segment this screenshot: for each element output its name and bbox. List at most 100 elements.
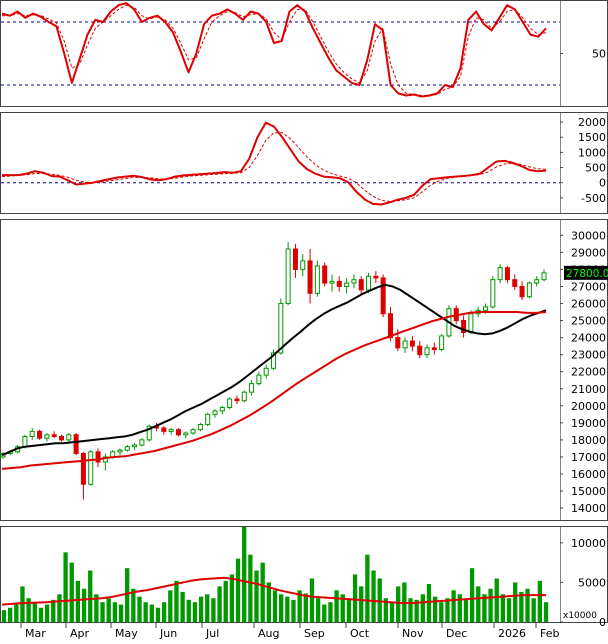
volume-bar [469, 568, 475, 622]
series-line-price-0 [1, 283, 547, 457]
volume-bar [506, 598, 512, 622]
candle-body [29, 430, 35, 437]
volume-bar [494, 578, 499, 622]
candle-body [175, 429, 181, 436]
volume-bar [32, 602, 37, 622]
volume-bar [1, 610, 7, 622]
candle-body [431, 347, 437, 351]
y-tick-label: 19000 [571, 417, 606, 430]
y-tick-label: 15000 [571, 485, 606, 498]
volume-bar [500, 594, 506, 622]
candle-body [322, 265, 328, 284]
candle-body [249, 383, 255, 393]
candle-body [541, 272, 547, 281]
volume-bar [198, 596, 204, 622]
x-tick-label: Nov [402, 627, 424, 640]
candle-body [373, 275, 379, 279]
last-price-box [564, 265, 608, 280]
candle-body [44, 434, 50, 439]
candle-body [102, 456, 108, 463]
volume-bar [100, 602, 105, 622]
candle-body [329, 280, 335, 284]
volume-bar [513, 582, 518, 622]
volume-bar [291, 599, 296, 622]
volume-bar [525, 588, 530, 622]
volume-bar [488, 588, 493, 622]
volume-bar [457, 594, 462, 622]
volume-bar [223, 580, 228, 622]
volume-bar [20, 586, 25, 622]
volume-bar [242, 527, 247, 622]
y-tick-label: 1000 [578, 146, 606, 159]
y-tick-label: 21000 [571, 383, 606, 396]
volume-bar [137, 596, 142, 622]
volume-bar [81, 588, 87, 622]
candle-body [256, 374, 262, 385]
y-tick-label: 29000 [571, 246, 606, 259]
y-tick-label: 2000 [578, 116, 606, 129]
volume-bar [69, 562, 74, 622]
y-tick-label: 25000 [571, 315, 606, 328]
volume-bar [125, 568, 130, 622]
x-tick-label: 2026 [498, 627, 526, 640]
y-tick-label: 30000 [571, 229, 606, 242]
x-tick-label: May [115, 627, 138, 640]
candle-body [212, 410, 218, 415]
volume-bar [482, 594, 487, 622]
volume-bar [463, 599, 469, 622]
volume-bar [161, 602, 167, 622]
y-tick-label: 22000 [571, 366, 606, 379]
volume-bar [211, 598, 216, 622]
candle-body [490, 279, 496, 308]
x-tick-label: Apr [70, 627, 90, 640]
candle-body [387, 313, 393, 339]
volume-bar [537, 580, 542, 622]
volume-bar [57, 594, 62, 622]
series-line-stochastic-oscillator-0 [1, 2, 547, 98]
candle-body [526, 282, 532, 298]
candle-body [307, 260, 313, 294]
volume-bar [131, 588, 136, 622]
volume-bar [229, 574, 235, 622]
volume-bar [44, 604, 50, 622]
x-tick-label: Sep [304, 627, 325, 640]
candle-body [241, 391, 247, 402]
x-tick-label: Oct [350, 627, 370, 640]
volume-bar [112, 602, 118, 622]
volume-bar [235, 558, 241, 622]
candle-body [424, 347, 430, 356]
volume-bar [168, 590, 173, 622]
volume-bar [414, 599, 419, 622]
volume-bar [8, 607, 13, 622]
volume-bar [322, 604, 327, 622]
volume-bar [340, 594, 345, 622]
candle-body [285, 248, 291, 305]
volume-bar [186, 599, 191, 622]
volume-bar [334, 590, 339, 622]
y-tick-label: 24000 [571, 332, 606, 345]
candle-body [512, 279, 518, 287]
volume-bar [94, 594, 99, 622]
candle-body [483, 306, 489, 311]
candle-body [292, 248, 298, 270]
volume-bar [420, 594, 425, 622]
candle-body [95, 451, 101, 463]
volume-bar [408, 598, 413, 622]
x-tick-label: Jul [205, 627, 219, 640]
candle-body [168, 429, 174, 432]
volume-bar [248, 554, 253, 622]
volume-bar [315, 598, 321, 622]
candle-body [344, 282, 350, 287]
volume-bar [217, 586, 222, 622]
y-tick-label: 23000 [571, 349, 606, 362]
series-line-price-1 [1, 311, 547, 470]
volume-bar [543, 602, 549, 622]
candle-body [504, 267, 510, 281]
volume-bar [346, 598, 352, 622]
volume-bar [439, 602, 444, 622]
y-tick-label: 26000 [571, 298, 606, 311]
volume-bar [88, 570, 93, 622]
candle-body [124, 446, 130, 451]
volume-bar [352, 574, 358, 622]
